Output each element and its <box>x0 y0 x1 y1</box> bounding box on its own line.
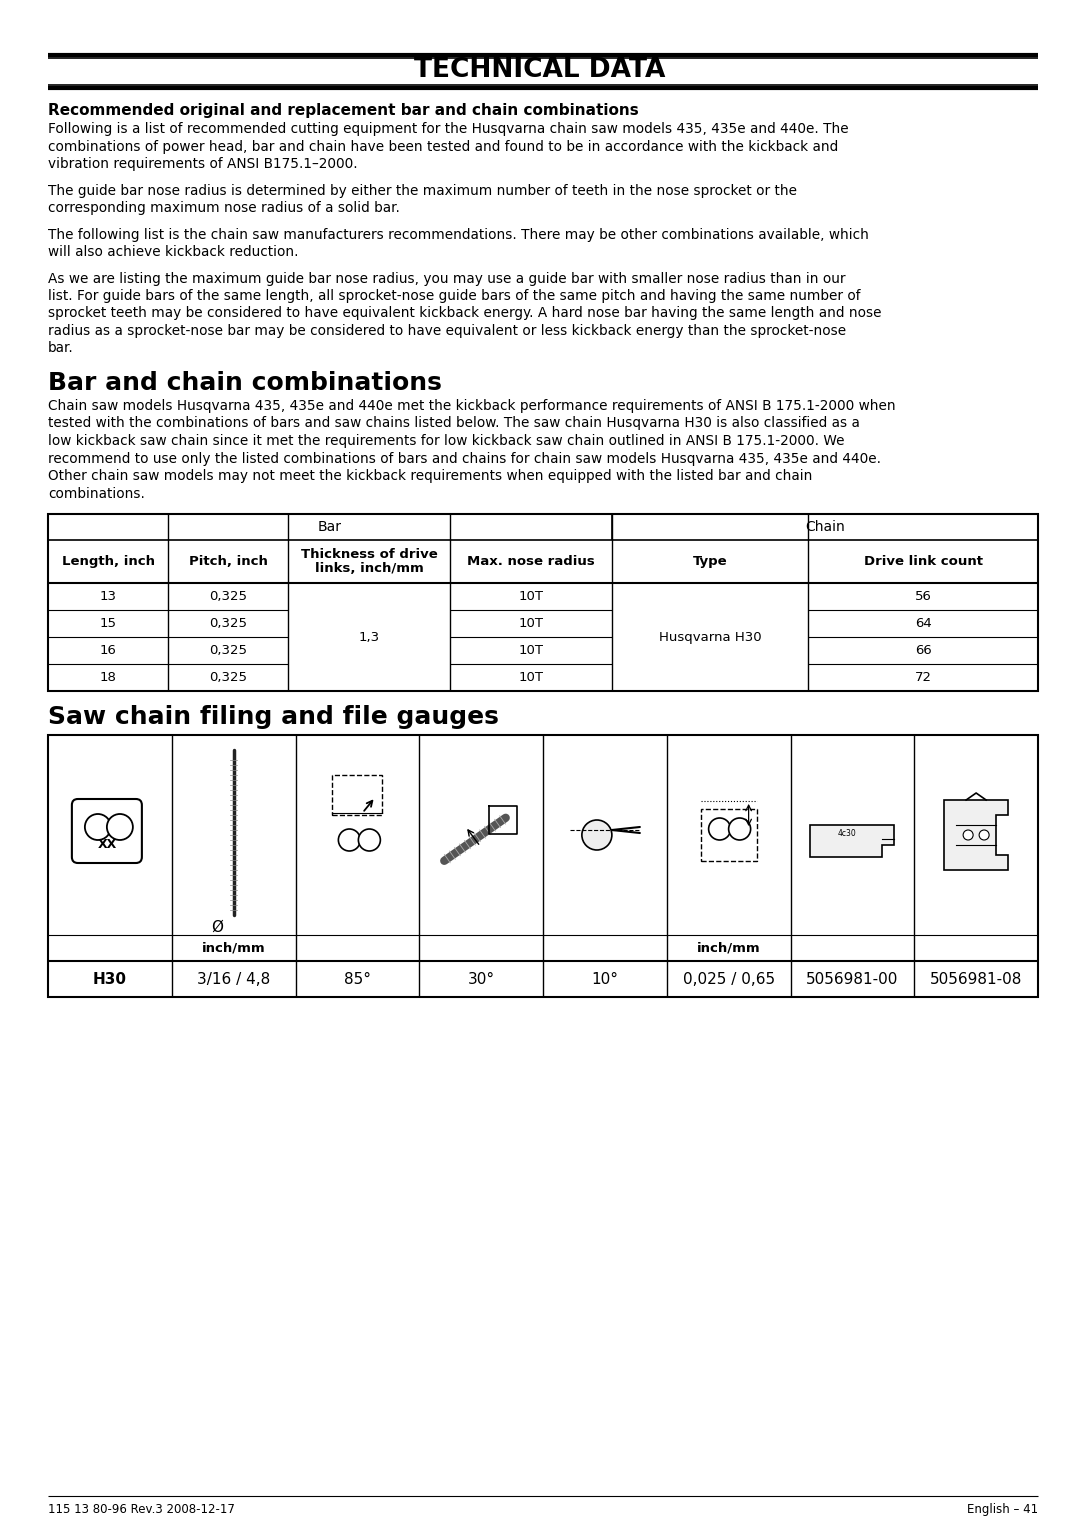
Text: Chain saw models Husqvarna 435, 435e and 440e met the kickback performance requi: Chain saw models Husqvarna 435, 435e and… <box>48 399 895 413</box>
Text: 66: 66 <box>915 644 931 657</box>
Text: 4c30: 4c30 <box>838 830 856 838</box>
Circle shape <box>980 830 989 839</box>
Polygon shape <box>944 800 1008 870</box>
Text: Drive link count: Drive link count <box>864 555 983 567</box>
Text: will also achieve kickback reduction.: will also achieve kickback reduction. <box>48 245 298 258</box>
Text: inch/mm: inch/mm <box>202 942 266 954</box>
Circle shape <box>85 813 111 839</box>
Text: Chain: Chain <box>805 520 845 534</box>
Text: TECHNICAL DATA: TECHNICAL DATA <box>415 57 665 83</box>
Circle shape <box>582 820 612 850</box>
Text: Ø: Ø <box>212 920 224 936</box>
Text: XX: XX <box>98 838 118 852</box>
Text: radius as a sprocket-nose bar may be considered to have equivalent or less kickb: radius as a sprocket-nose bar may be con… <box>48 324 846 338</box>
Text: 0,325: 0,325 <box>210 618 247 630</box>
Text: As we are listing the maximum guide bar nose radius, you may use a guide bar wit: As we are listing the maximum guide bar … <box>48 272 846 286</box>
Text: 115 13 80-96 Rev.3 2008-12-17: 115 13 80-96 Rev.3 2008-12-17 <box>48 1503 234 1515</box>
Text: 56: 56 <box>915 590 931 602</box>
Text: tested with the combinations of bars and saw chains listed below. The saw chain : tested with the combinations of bars and… <box>48 416 860 431</box>
Bar <box>701 809 757 861</box>
Text: 10T: 10T <box>518 671 543 683</box>
Text: combinations of power head, bar and chain have been tested and found to be in ac: combinations of power head, bar and chai… <box>48 139 838 153</box>
Text: 0,325: 0,325 <box>210 644 247 657</box>
Text: 5056981-00: 5056981-00 <box>806 971 899 986</box>
Text: vibration requirements of ANSI B175.1–2000.: vibration requirements of ANSI B175.1–20… <box>48 157 357 171</box>
Circle shape <box>359 829 380 852</box>
Circle shape <box>963 830 973 839</box>
Circle shape <box>729 818 751 839</box>
Text: 64: 64 <box>915 618 931 630</box>
Text: Length, inch: Length, inch <box>62 555 154 567</box>
Text: 10T: 10T <box>518 644 543 657</box>
Text: 5056981-08: 5056981-08 <box>930 971 1023 986</box>
Text: Other chain saw models may not meet the kickback requirements when equipped with: Other chain saw models may not meet the … <box>48 469 812 483</box>
Text: English – 41: English – 41 <box>967 1503 1038 1515</box>
Text: 0,325: 0,325 <box>210 671 247 683</box>
Text: inch/mm: inch/mm <box>697 942 760 954</box>
Text: Bar and chain combinations: Bar and chain combinations <box>48 372 442 394</box>
Circle shape <box>338 829 361 852</box>
Text: sprocket teeth may be considered to have equivalent kickback energy. A hard nose: sprocket teeth may be considered to have… <box>48 306 881 321</box>
Text: H30: H30 <box>93 971 126 986</box>
Text: The guide bar nose radius is determined by either the maximum number of teeth in: The guide bar nose radius is determined … <box>48 183 797 197</box>
Circle shape <box>107 813 133 839</box>
Text: low kickback saw chain since it met the requirements for low kickback saw chain : low kickback saw chain since it met the … <box>48 434 845 448</box>
Text: 3/16 / 4,8: 3/16 / 4,8 <box>197 971 270 986</box>
Text: Husqvarna H30: Husqvarna H30 <box>659 630 761 644</box>
Text: Recommended original and replacement bar and chain combinations: Recommended original and replacement bar… <box>48 102 638 118</box>
Text: Following is a list of recommended cutting equipment for the Husqvarna chain saw: Following is a list of recommended cutti… <box>48 122 849 136</box>
Text: list. For guide bars of the same length, all sprocket-nose guide bars of the sam: list. For guide bars of the same length,… <box>48 289 861 303</box>
Text: Max. nose radius: Max. nose radius <box>468 555 595 567</box>
Text: links, inch/mm: links, inch/mm <box>314 563 423 575</box>
Polygon shape <box>810 826 894 856</box>
Text: Bar: Bar <box>318 520 342 534</box>
Text: 72: 72 <box>915 671 931 683</box>
Text: 0,325: 0,325 <box>210 590 247 602</box>
Text: 10°: 10° <box>592 971 619 986</box>
Text: Pitch, inch: Pitch, inch <box>189 555 268 567</box>
Text: The following list is the chain saw manufacturers recommendations. There may be : The following list is the chain saw manu… <box>48 228 869 242</box>
Text: 16: 16 <box>99 644 117 657</box>
Text: Type: Type <box>692 555 727 567</box>
Text: 10T: 10T <box>518 590 543 602</box>
Text: corresponding maximum nose radius of a solid bar.: corresponding maximum nose radius of a s… <box>48 200 400 216</box>
Text: bar.: bar. <box>48 341 73 356</box>
Bar <box>333 775 382 815</box>
Text: 10T: 10T <box>518 618 543 630</box>
Text: recommend to use only the listed combinations of bars and chains for chain saw m: recommend to use only the listed combina… <box>48 451 881 465</box>
Circle shape <box>708 818 731 839</box>
Text: 18: 18 <box>99 671 117 683</box>
Text: 1,3: 1,3 <box>359 630 379 644</box>
Text: 30°: 30° <box>468 971 495 986</box>
Bar <box>48 735 1038 997</box>
Text: 15: 15 <box>99 618 117 630</box>
Text: Thickness of drive: Thickness of drive <box>300 547 437 561</box>
Text: combinations.: combinations. <box>48 486 145 500</box>
Text: 85°: 85° <box>343 971 370 986</box>
Text: 13: 13 <box>99 590 117 602</box>
Bar <box>48 514 1038 691</box>
Text: 0,025 / 0,65: 0,025 / 0,65 <box>683 971 774 986</box>
Text: Saw chain filing and file gauges: Saw chain filing and file gauges <box>48 705 499 729</box>
